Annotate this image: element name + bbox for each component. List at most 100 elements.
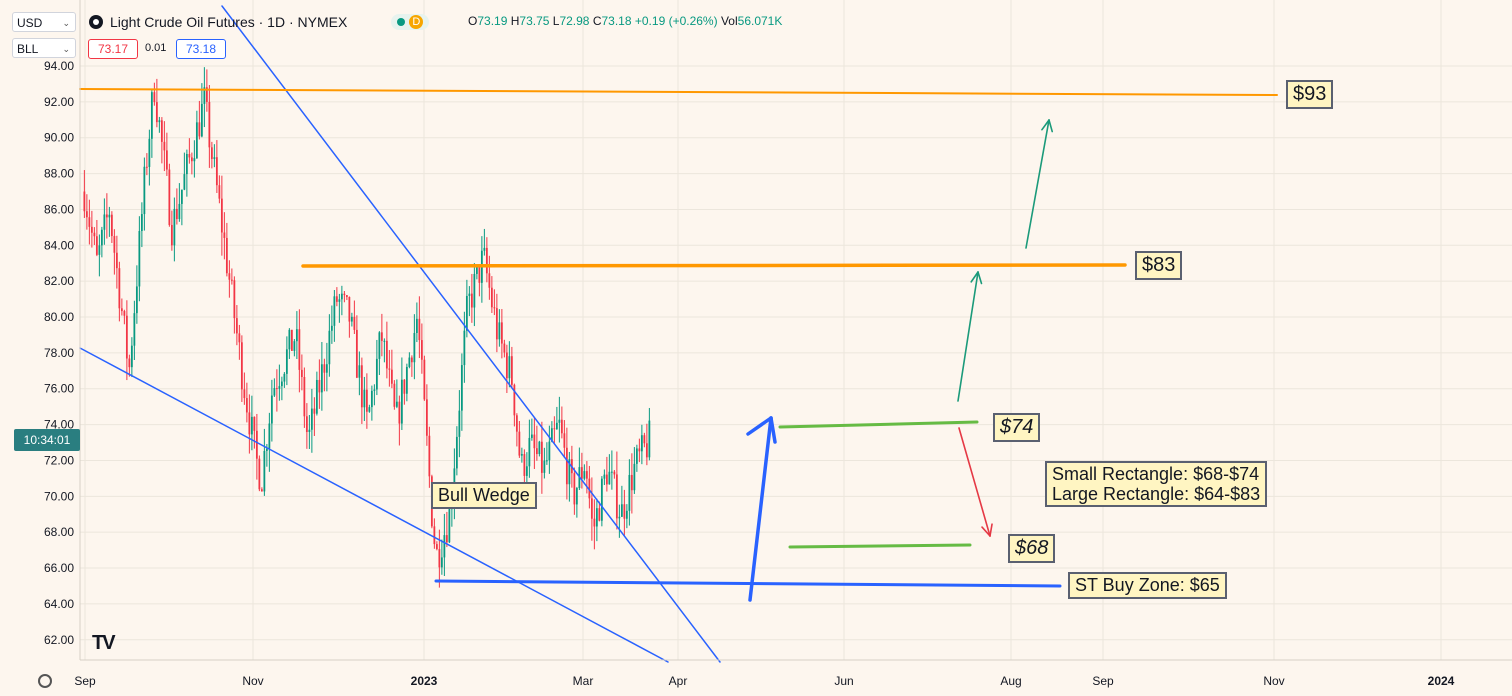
candle-body [238,333,241,343]
candle-body [515,415,518,432]
target-93-arrow [1025,119,1050,249]
candle-body [133,313,136,346]
candle-body [168,169,171,225]
candle-body [178,203,181,220]
candle-body [230,279,233,281]
candle-body [505,352,508,379]
time-axis: Sep Nov 2023 Mar Apr Jun Aug Sep Nov 2024 [74,0,1512,688]
buy-price-box[interactable]: 73.18 [176,39,226,59]
y-tick-label: 72.00 [44,453,74,467]
candle-body [558,419,561,423]
candle-body [305,416,308,433]
candle-body [493,307,496,309]
candle-body [623,504,626,519]
currency-select[interactable]: USD ⌄ [12,12,76,32]
label-rectangles[interactable]: Small Rectangle: $68-$74 Large Rectangle… [1045,461,1268,507]
candle-body [465,295,468,331]
candle-body [523,454,526,476]
candle-body [340,293,343,300]
candle-body [275,388,278,390]
candle-body [308,429,311,433]
y-tick-label: 64.00 [44,597,74,611]
target-93-arrow-head [1048,119,1054,133]
candle-body [545,460,548,462]
candle-body [413,333,416,363]
gear-icon[interactable] [38,674,52,688]
label-68[interactable]: $68 [1008,534,1056,563]
candle-body [245,398,248,413]
label-93[interactable]: $93 [1286,80,1334,109]
candle-body [205,87,208,102]
candle-body [320,364,323,393]
x-tick-label: Sep [74,674,96,688]
sell-price-box[interactable]: 73.17 [88,39,138,59]
candle-body [220,198,223,233]
y-tick-label: 86.00 [44,202,74,216]
candle-body [318,379,321,393]
candle-body [553,428,556,430]
y-tick-label: 70.00 [44,489,74,503]
candle-body [193,158,196,162]
candle-body [333,296,336,326]
currency-label: USD [17,16,43,30]
candle-body [535,448,538,455]
candle-body [528,437,531,467]
target-83-arrow-head [977,271,983,285]
candle-body [605,474,608,485]
candle-body [360,365,363,408]
candle-body [380,332,383,341]
label-74[interactable]: $74 [993,413,1041,442]
y-tick-label: 94.00 [44,59,74,73]
candle-body [498,322,501,340]
candle-body [508,356,511,379]
candle-body [288,329,291,350]
candle-body [100,229,103,246]
label-buy-zone[interactable]: ST Buy Zone: $65 [1068,572,1227,599]
candle-body [463,330,466,366]
candle-body [175,208,178,220]
candle-body [240,342,243,390]
candle-body [513,384,516,416]
candle-body [218,185,221,199]
y-tick-label: 66.00 [44,561,74,575]
label-83[interactable]: $83 [1135,251,1183,280]
volume-value: 56.071K [737,14,783,28]
y-tick-label: 92.00 [44,95,74,109]
downside-68-arrow [958,427,991,537]
candle-body [383,340,386,342]
change-value: +0.19 (+0.26%) [634,14,718,28]
candle-body [520,454,523,456]
candle-body [370,390,373,408]
candle-body [613,471,616,475]
candle-body [135,286,138,314]
candle-body [388,368,391,370]
eye-icon[interactable] [88,14,104,30]
candle-body [603,474,606,479]
symbol-title[interactable]: Light Crude Oil Futures · 1D · NYMEX D [88,11,430,33]
candle-body [103,214,106,230]
x-tick-label: Nov [1263,674,1284,688]
candle-body [628,474,631,511]
rectangle-top-line [778,420,979,429]
candle-body [460,365,463,411]
candle-body [225,237,228,274]
label-bull-wedge[interactable]: Bull Wedge [431,482,537,509]
candle-body [405,366,408,394]
candle-body [485,247,488,274]
candle-body [180,189,183,204]
candle-body [640,435,643,452]
candle-body [160,120,163,142]
x-tick-label: Jun [834,674,853,688]
candle-body [290,329,293,351]
status-badges[interactable]: D [391,14,430,30]
candle-body [263,450,266,492]
unit-select[interactable]: BLL ⌄ [12,38,76,58]
candle-body [378,332,381,359]
candle-body [455,436,458,469]
candle-body [173,208,176,246]
candle-body [88,217,91,227]
candle-body [495,308,498,340]
candle-body [203,87,206,104]
